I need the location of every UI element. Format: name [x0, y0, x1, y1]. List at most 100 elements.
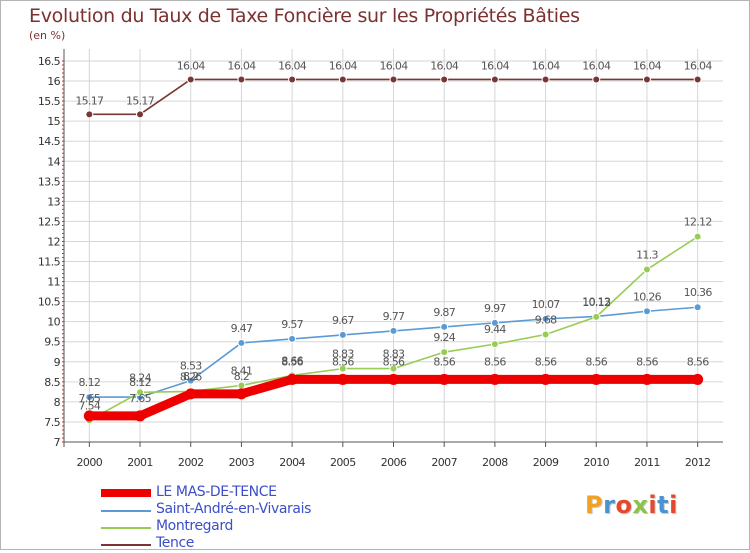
- axes: 7 7.5 8 8.5 9 9.5 10 10.5 11 11.5 12 12.5 13 13.5 14 14…: [38, 49, 723, 469]
- data-point: [641, 373, 653, 385]
- data-point: [185, 388, 197, 400]
- x-tick-label: 2000: [77, 456, 103, 469]
- y-tick-label: 9: [54, 356, 61, 369]
- data-label: 10.07: [532, 298, 561, 311]
- data-label: 8.41: [231, 364, 253, 377]
- data-label: 9.44: [484, 323, 506, 336]
- data-point: [237, 75, 246, 84]
- logo-letter: x: [632, 491, 649, 519]
- y-tick-label: 12: [47, 235, 60, 248]
- data-point: [338, 364, 347, 373]
- data-labels: 15.17 15.17 16.04 16.04 16.04 16.04 16.04 16.04…: [75, 59, 713, 412]
- logo-letter: o: [615, 491, 633, 519]
- data-point: [541, 75, 550, 84]
- data-point: [490, 75, 499, 84]
- data-point: [237, 338, 246, 347]
- y-tick-label: 8: [54, 396, 61, 409]
- data-label: 16.04: [532, 59, 561, 72]
- logo-letter: i: [669, 491, 678, 519]
- x-tick-label: 2005: [330, 456, 356, 469]
- data-point: [288, 75, 297, 84]
- data-point: [692, 373, 704, 385]
- data-label: 8.12: [129, 376, 151, 389]
- data-label: 8.2: [234, 370, 249, 383]
- data-label: 10.36: [684, 286, 713, 299]
- data-label: 16.04: [481, 59, 510, 72]
- data-label: 15.17: [126, 94, 155, 107]
- y-tick-label: 16.5: [38, 55, 61, 68]
- data-point: [389, 364, 398, 373]
- y-tick-label: 13.5: [38, 175, 61, 188]
- data-label: 16.04: [227, 59, 256, 72]
- legend-swatch: [101, 510, 151, 512]
- data-label: 9.97: [484, 302, 506, 315]
- data-point: [693, 303, 702, 312]
- data-label: 16.04: [278, 59, 307, 72]
- y-tick-label: 11.5: [38, 256, 61, 269]
- data-label: 8.56: [535, 355, 557, 368]
- data-label: 16.04: [177, 59, 206, 72]
- x-tick-label: 2001: [127, 456, 153, 469]
- data-label: 8.56: [687, 355, 709, 368]
- data-point: [693, 75, 702, 84]
- data-point: [642, 265, 651, 274]
- y-tick-label: 14: [47, 155, 60, 168]
- data-label: 7.54: [78, 399, 100, 412]
- data-point: [388, 373, 399, 385]
- data-label: 9.77: [383, 310, 405, 323]
- data-label: 9.24: [433, 331, 455, 344]
- data-label: 7.65: [78, 392, 100, 405]
- data-label: 16.04: [684, 59, 713, 72]
- data-point: [590, 373, 602, 385]
- data-label: 9.47: [231, 322, 253, 335]
- data-point: [136, 388, 145, 397]
- data-point: [136, 110, 145, 119]
- data-point: [541, 330, 550, 339]
- data-label: 8.24: [129, 371, 151, 384]
- data-point: [237, 381, 246, 390]
- legend-label: LE MAS-DE-TENCE: [156, 484, 277, 500]
- data-point: [389, 326, 398, 335]
- legend-label: Saint-André-en-Vivarais: [156, 501, 311, 517]
- y-tick-label: 8.5: [44, 376, 60, 389]
- data-label: 8.66: [281, 354, 303, 367]
- y-tick-label: 15.5: [38, 95, 61, 108]
- data-point: [438, 373, 450, 385]
- y-tick-label: 10: [47, 316, 60, 329]
- chart-unit-label: (en %): [29, 29, 66, 42]
- data-point: [288, 334, 297, 343]
- data-point: [489, 373, 501, 385]
- y-tick-label: 15: [47, 115, 60, 128]
- logo-letter: P: [585, 491, 604, 519]
- data-point: [85, 393, 94, 402]
- data-point: [592, 75, 601, 84]
- data-label: 9.67: [332, 314, 354, 327]
- data-label: 8.56: [433, 355, 455, 368]
- x-tick-label: 2011: [634, 456, 660, 469]
- x-tick-label: 2006: [381, 456, 407, 469]
- y-tick-label: 10.5: [38, 296, 61, 309]
- data-point: [540, 373, 552, 385]
- data-label: 8.26: [180, 370, 202, 383]
- data-point: [693, 232, 702, 241]
- data-label: 10.13: [582, 295, 611, 308]
- x-tick-label: 2002: [178, 456, 204, 469]
- legend-label: Tence: [156, 535, 194, 551]
- data-label: 8.83: [332, 348, 354, 361]
- data-label: 8.56: [636, 355, 658, 368]
- data-label: 8.2: [183, 370, 198, 383]
- data-label: 16.04: [430, 59, 459, 72]
- y-tick-label: 14.5: [38, 135, 61, 148]
- y-tick-label: 16: [47, 75, 60, 88]
- data-point: [490, 318, 499, 327]
- data-point: [83, 410, 95, 422]
- y-tick-label: 13: [47, 195, 60, 208]
- data-label: 11.3: [636, 249, 658, 262]
- data-label: 8.56: [332, 355, 354, 368]
- data-point: [592, 312, 601, 321]
- x-tick-label: 2008: [482, 456, 508, 469]
- x-tick-label: 2003: [229, 456, 255, 469]
- logo-letter: r: [603, 491, 616, 519]
- data-label: 8.53: [180, 360, 202, 373]
